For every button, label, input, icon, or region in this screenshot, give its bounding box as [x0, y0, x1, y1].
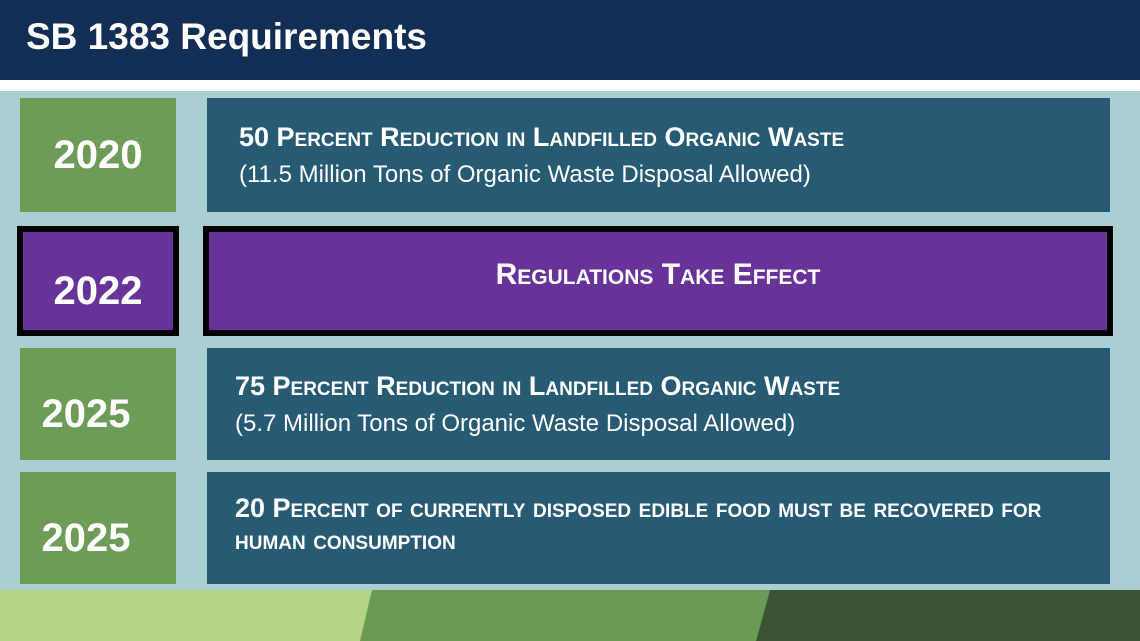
requirement-box: Regulations Take Effect [203, 226, 1113, 336]
footer-mid [360, 590, 770, 641]
year: 2025 [41, 515, 131, 560]
year-box: 2020 [20, 98, 176, 212]
divider [0, 80, 1140, 91]
requirement-box: 20 Percent of currently disposed edible … [207, 472, 1110, 584]
year-box: 2025 [20, 348, 176, 460]
requirement-heading: 50 Percent Reduction in Landfilled Organ… [239, 122, 845, 152]
year: 2022 [53, 268, 143, 313]
requirement-detail: (5.7 Million Tons of Organic Waste Dispo… [235, 410, 796, 437]
year-box: 2022 [17, 226, 179, 336]
requirement-detail: (11.5 Million Tons of Organic Waste Disp… [239, 161, 811, 188]
footer-dark [756, 590, 1140, 641]
requirement-heading: 75 Percent Reduction in Landfilled Organ… [235, 371, 841, 401]
requirement-heading: 20 Percent of currently disposed edible … [235, 493, 1042, 555]
year: 2020 [53, 132, 143, 177]
requirement-box: 75 Percent Reduction in Landfilled Organ… [207, 348, 1110, 460]
year-box: 2025 [20, 472, 176, 584]
requirement-heading: Regulations Take Effect [495, 258, 821, 291]
requirement-box: 50 Percent Reduction in Landfilled Organ… [207, 98, 1110, 212]
footer-band [0, 590, 1140, 641]
year: 2025 [41, 391, 131, 436]
header-bar [0, 0, 1140, 80]
slide-title: SB 1383 Requirements [26, 16, 428, 57]
